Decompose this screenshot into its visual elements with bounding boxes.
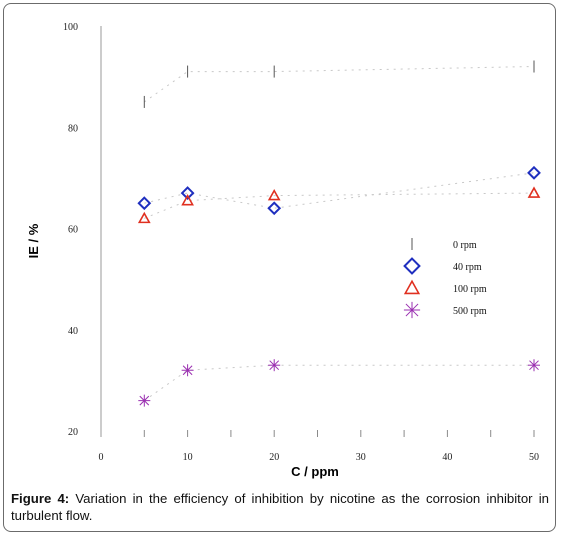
point-40-rpm [267,201,282,216]
point-500-rpm [528,359,540,372]
x-axis-title: C / ppm [291,464,339,479]
point-40-rpm [137,196,152,211]
legend-marker [403,301,421,319]
x-tick-label: 50 [529,452,539,463]
star-stroke [405,303,419,317]
series-markers [137,60,541,407]
x-tick-label: 10 [183,452,193,463]
legend-label: 100 rpm [453,284,487,295]
x-tick-label: 20 [269,452,279,463]
star-stroke [139,395,150,406]
trend-line-40-rpm [144,172,535,209]
legend-label: 500 rpm [453,306,487,317]
x-tick-label: 40 [442,452,452,463]
point-500-rpm [138,394,151,407]
x-tick-label: 30 [356,452,366,463]
legend-marker [403,279,421,295]
point-100-rpm [181,194,194,206]
y-tick-label: 60 [68,225,78,236]
x-tick-label: 0 [99,452,104,463]
star-stroke [269,360,280,371]
legend-label: 40 rpm [453,262,482,273]
x-axis-ticks: 0 10 20 30 40 50 [99,430,539,463]
figure-frame [3,3,556,532]
y-axis-title: IE / % [26,223,41,258]
legend-item: 500 rpm [403,301,487,319]
y-axis-ticks: 20 40 60 80 100 [63,22,78,438]
legend-marker [403,257,421,275]
point-100-rpm [137,211,151,224]
series-trend-lines [144,66,535,402]
legend-label: 0 rpm [453,240,477,251]
trend-line-0-rpm [144,66,535,103]
legend: 0 rpm 40 rpm 100 rpm 500 rpm [403,238,487,319]
y-tick-label: 100 [63,22,78,33]
y-tick-label: 20 [68,427,78,438]
star-stroke [529,360,539,371]
ie-vs-concentration-chart: 0 10 20 30 40 50 20 40 60 80 100 0 rpm 40 rpm 100 r… [26,22,541,479]
y-tick-label: 40 [68,326,78,337]
point-40-rpm [527,165,541,180]
point-100-rpm [267,188,281,201]
trend-line-100-rpm [144,192,535,219]
point-100-rpm [527,186,541,198]
point-40-rpm [180,186,195,200]
trend-line-500-rpm [144,364,534,402]
legend-item: 40 rpm [403,257,482,275]
figure-caption: Figure 4: Variation in the efficiency of… [11,490,549,524]
point-500-rpm [268,359,281,372]
y-tick-label: 80 [68,123,78,134]
legend-item: 0 rpm [411,238,477,251]
caption-label: Figure 4: [11,491,70,506]
caption-text: Variation in the efficiency of inhibitio… [11,491,549,523]
point-500-rpm [181,364,194,377]
star-stroke [182,365,193,376]
legend-item: 100 rpm [403,279,487,295]
